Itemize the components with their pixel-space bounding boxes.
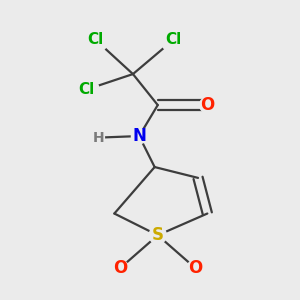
Text: Cl: Cl: [88, 32, 104, 47]
Circle shape: [83, 28, 108, 52]
Circle shape: [187, 260, 203, 275]
Text: Cl: Cl: [165, 32, 181, 47]
Circle shape: [113, 260, 128, 275]
Circle shape: [74, 77, 99, 102]
Text: O: O: [200, 96, 214, 114]
Circle shape: [131, 128, 147, 144]
Text: O: O: [188, 259, 202, 277]
Text: Cl: Cl: [78, 82, 94, 97]
Circle shape: [93, 132, 104, 143]
Circle shape: [200, 97, 215, 113]
Circle shape: [149, 226, 166, 244]
Circle shape: [161, 28, 186, 52]
Text: S: S: [152, 226, 164, 244]
Text: N: N: [132, 127, 146, 145]
Text: H: H: [93, 130, 105, 145]
Text: O: O: [113, 259, 128, 277]
